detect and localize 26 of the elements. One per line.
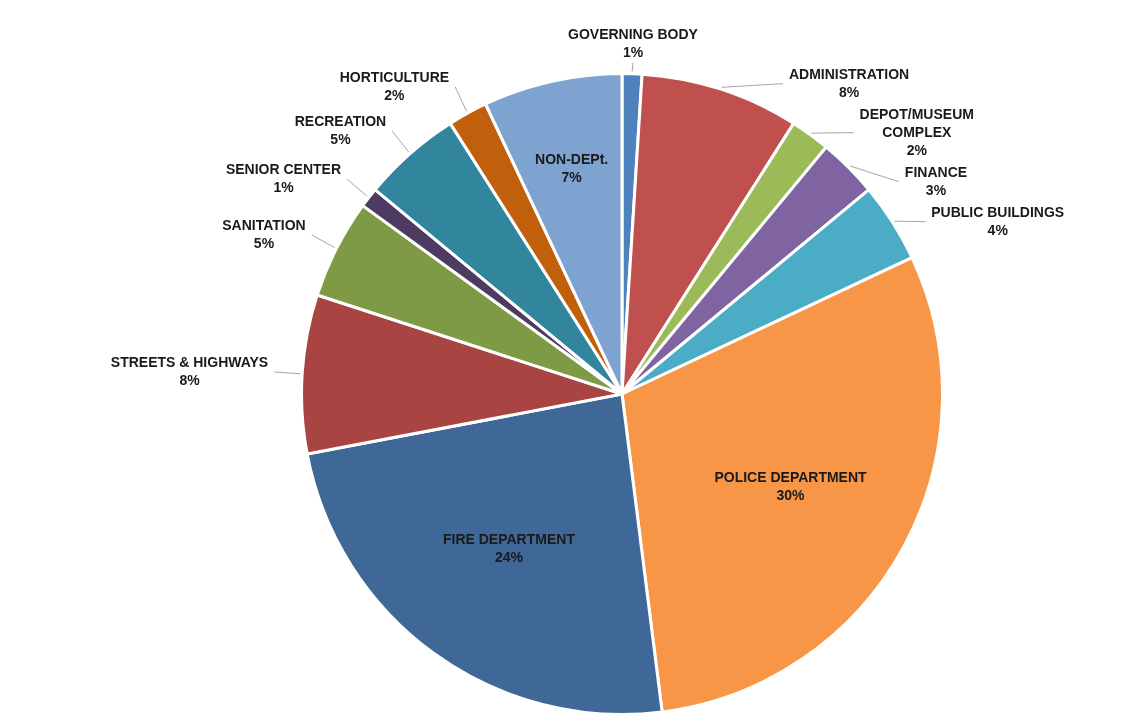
slice-label: ADMINISTRATION	[788, 65, 910, 82]
data-label: 3%	[925, 181, 947, 198]
data-label: 1%	[273, 179, 295, 196]
data-label: 4%	[987, 221, 1009, 238]
slice-label: SANITATION	[222, 216, 306, 233]
slice-label: PUBLIC BUILDINGS	[931, 203, 1065, 220]
data-label: 5%	[253, 234, 275, 251]
data-label: 2%	[906, 141, 928, 158]
data-label: 8%	[179, 371, 201, 388]
slice-label: FINANCE	[904, 163, 968, 180]
data-label: 2%	[384, 86, 406, 103]
data-label: 5%	[330, 130, 352, 147]
slice-label: STREETS & HIGHWAYS	[110, 353, 269, 370]
data-label: 7%	[561, 168, 583, 185]
data-label: 30%	[776, 486, 806, 503]
slice-label: POLICE DEPARTMENT	[714, 468, 868, 485]
slice-label: DEPOT/MUSEUM COMPLEX	[859, 105, 974, 140]
slice-label: SENIOR CENTER	[225, 161, 342, 178]
slice-label: NON-DEPt.	[535, 150, 609, 167]
data-label: 24%	[494, 549, 524, 566]
slice-label: RECREATION	[294, 112, 387, 129]
slice-label: GOVERNING BODY	[568, 25, 699, 42]
data-label: 8%	[838, 83, 860, 100]
slice-label: HORTICULTURE	[339, 68, 450, 85]
data-label: 1%	[622, 43, 644, 60]
slice-label: FIRE DEPARTMENT	[442, 531, 576, 548]
